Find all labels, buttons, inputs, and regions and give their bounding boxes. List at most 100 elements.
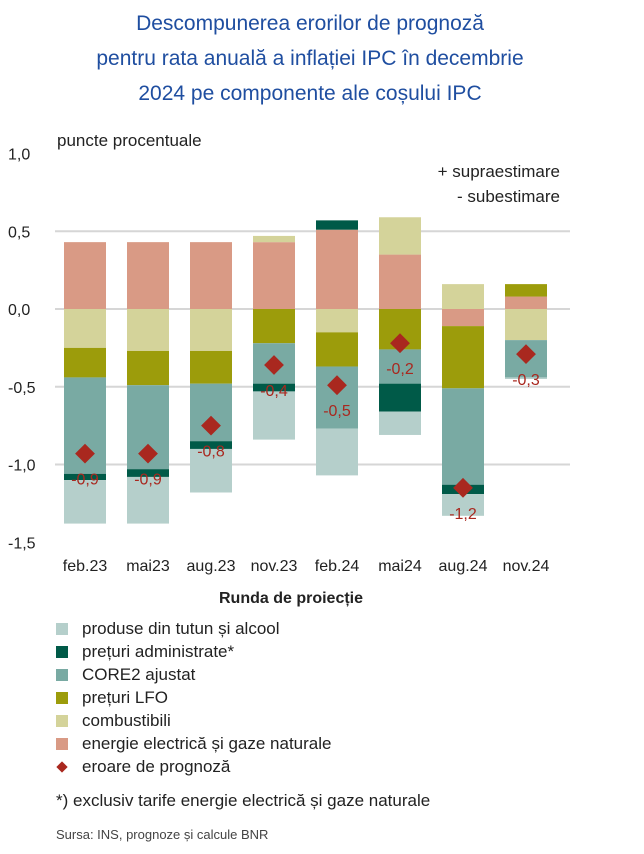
y-tick-label: -1,0 [8, 458, 36, 475]
error-marker [138, 443, 158, 464]
x-tick-label: aug.24 [439, 558, 488, 575]
error-data-label: -1,2 [449, 506, 477, 523]
title-line: Descompunerea erorilor de prognoză [136, 12, 484, 35]
bar-segment [442, 388, 484, 485]
bar-segment [505, 284, 547, 297]
y-tick-label: -0,5 [8, 380, 36, 397]
bar-segment [190, 309, 232, 351]
legend-diamond-icon [56, 760, 68, 773]
bar-segment [316, 229, 358, 309]
y-axis-label: puncte procentuale [57, 131, 202, 150]
legend-label: CORE2 ajustat [82, 664, 196, 684]
y-tick-label: 1,0 [8, 147, 30, 164]
bar-segment [379, 217, 421, 255]
legend-item: prețuri LFO [56, 686, 331, 709]
footnote: *) exclusiv tarife energie electrică și … [56, 791, 431, 810]
error-data-label: -0,4 [260, 383, 288, 400]
legend-swatch [56, 668, 68, 681]
legend: produse din tutun și alcool prețuri admin… [56, 617, 331, 778]
bar-segment [253, 309, 295, 344]
legend-label: prețuri LFO [82, 687, 168, 707]
bar-segment [190, 350, 232, 384]
legend-label: energie electrică și gaze naturale [82, 733, 332, 753]
error-data-label: -0,9 [71, 472, 99, 489]
y-tick-label: -1,5 [8, 535, 36, 552]
legend-label: eroare de prognoză [82, 756, 231, 776]
bar-segment [253, 235, 295, 243]
title-line: pentru rata anuală a inflației IPC în de… [96, 47, 524, 70]
legend-item: eroare de prognoză [56, 755, 331, 778]
legend-label: combustibili [82, 710, 171, 730]
legend-item: produse din tutun și alcool [56, 617, 331, 640]
legend-item: prețuri administrate* [56, 640, 331, 663]
chart-plot: 1,0 0,5 0,0 -0,5 -1,0 -1,5 puncte procentuale +… [8, 131, 570, 607]
legend-label: prețuri administrate* [82, 641, 235, 661]
bar-segment [253, 242, 295, 309]
x-tick-label: mai23 [126, 558, 170, 575]
bar-segment [316, 220, 358, 230]
x-tick-label: feb.23 [63, 558, 108, 575]
error-data-label: -0,9 [134, 472, 162, 489]
error-marker [390, 333, 410, 354]
bar-segment [379, 254, 421, 309]
bar-segment [64, 480, 106, 524]
bar-segment [253, 383, 295, 392]
annotation-underestimate: - subestimare [457, 187, 560, 206]
bar-segment [505, 309, 547, 341]
bar-segment [253, 391, 295, 440]
bar-segment [64, 242, 106, 309]
legend-item: combustibili [56, 709, 331, 732]
bar-segment [379, 411, 421, 435]
x-axis-label: Runda de proiecție [219, 590, 363, 607]
bar-segment [316, 428, 358, 476]
error-marker [516, 344, 536, 364]
x-tick-label: feb.24 [315, 558, 360, 575]
bar-segment [127, 242, 169, 309]
error-data-label: -0,8 [197, 444, 225, 461]
annotation-overestimate: + supraestimare [438, 162, 560, 181]
bar-segment [442, 494, 484, 516]
bar-segment [64, 473, 106, 481]
bar-segment [442, 309, 484, 327]
bar-segment [127, 350, 169, 386]
bar-segment [379, 383, 421, 412]
legend-swatch [56, 645, 68, 658]
bar-segment [442, 326, 484, 389]
title-line: 2024 pe componente ale coșului IPC [138, 82, 482, 105]
error-marker [201, 415, 221, 436]
y-tick-label: 0,5 [8, 224, 30, 241]
x-tick-label: nov.24 [503, 558, 550, 575]
x-tick-label: nov.23 [251, 558, 298, 575]
x-tick-label: aug.23 [187, 558, 236, 575]
legend-label: produse din tutun și alcool [82, 618, 280, 638]
bar-segment [127, 309, 169, 351]
bar-segment [505, 296, 547, 309]
bar-segment [505, 377, 547, 379]
source-note: Sursa: INS, prognoze și calcule BNR [56, 827, 269, 842]
bar-segment [316, 309, 358, 333]
error-data-label: -0,3 [512, 372, 540, 389]
bar-segment [316, 332, 358, 367]
legend-swatch [56, 622, 68, 635]
bar-segment [64, 347, 106, 378]
bar-segment [190, 448, 232, 493]
chart-title: Descompunerea erorilor de prognoză pentr… [0, 6, 620, 111]
bar-segment [64, 309, 106, 348]
legend-item: CORE2 ajustat [56, 663, 331, 686]
legend-item: energie electrică și gaze naturale [56, 732, 331, 755]
error-marker [75, 443, 95, 464]
bar-segment [190, 242, 232, 309]
legend-swatch [56, 737, 68, 750]
error-marker [453, 477, 473, 498]
error-data-label: -0,2 [386, 361, 414, 378]
error-marker [327, 375, 347, 396]
bar-segment [442, 284, 484, 309]
bar-segment [379, 349, 421, 384]
bar-segment [127, 476, 169, 524]
y-tick-label: 0,0 [8, 302, 30, 319]
legend-swatch [56, 691, 68, 704]
error-data-label: -0,5 [323, 403, 351, 420]
error-marker [264, 355, 284, 375]
bar-segment [190, 441, 232, 449]
